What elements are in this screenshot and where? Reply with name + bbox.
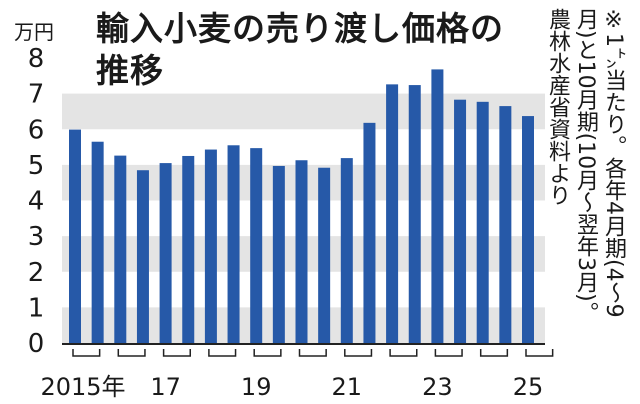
y-tick-label-5: 5 xyxy=(28,151,45,181)
y-tick-label-7: 7 xyxy=(28,80,45,110)
bar-20 xyxy=(522,116,534,343)
y-tick-label-0: 0 xyxy=(28,329,45,359)
bar-2 xyxy=(114,155,127,343)
x-tick-bracket-5 xyxy=(298,349,327,357)
x-tick-bracket-1 xyxy=(117,349,146,357)
bar-14 xyxy=(386,84,399,344)
x-tick-label-3: 21 xyxy=(332,373,363,401)
bar-3 xyxy=(136,170,149,343)
source-note-line2: 月)と10月期(10月〜翌年3月)。 xyxy=(573,8,598,324)
x-tick-bracket-8 xyxy=(434,349,463,357)
x-tick-bracket-7 xyxy=(389,349,418,357)
bar-4 xyxy=(159,163,172,343)
x-tick-bracket-0 xyxy=(72,349,101,357)
y-axis-unit: 万円 xyxy=(14,20,54,44)
source-note-line1: ※1㌧当たり。各年4月期(4〜9 xyxy=(601,8,626,318)
x-tick-bracket-9 xyxy=(479,349,509,357)
chart-title-line1: 輸入小麦の売り渡し価格の xyxy=(96,9,504,48)
bar-18 xyxy=(476,101,489,343)
bar-8 xyxy=(250,148,263,343)
bar-15 xyxy=(408,85,421,343)
source-note-line3: 農林水産省資料より xyxy=(545,8,570,206)
x-tick-bracket-4 xyxy=(253,349,282,357)
bar-9 xyxy=(272,165,285,343)
chart-title-line2: 推移 xyxy=(96,51,164,90)
grid-band-6 xyxy=(62,93,545,130)
bar-0 xyxy=(69,129,81,343)
bar-11 xyxy=(318,167,331,343)
bar-series xyxy=(69,69,534,344)
y-tick-labels: 0 1 2 3 4 5 6 7 8 xyxy=(28,44,45,359)
bar-6 xyxy=(204,149,217,343)
chart-title: 輸入小麦の売り渡し価格の 推移 xyxy=(96,8,504,92)
y-tick-label-8: 8 xyxy=(28,44,45,74)
x-tick-bracket-2 xyxy=(162,349,191,357)
bar-17 xyxy=(454,99,467,344)
x-tick-labels: 2015年 17 19 21 23 25 xyxy=(40,373,543,401)
x-tick-label-0: 2015年 xyxy=(40,373,125,401)
x-tick-label-4: 23 xyxy=(422,373,453,401)
chart-axes xyxy=(62,343,554,357)
x-tick-label-2: 19 xyxy=(241,373,272,401)
bar-19 xyxy=(499,106,512,343)
x-tick-bracket-6 xyxy=(344,349,373,357)
bar-1 xyxy=(91,141,104,343)
bar-13 xyxy=(363,122,376,344)
y-tick-label-1: 1 xyxy=(28,293,45,323)
x-tick-label-1: 17 xyxy=(150,373,181,401)
bar-7 xyxy=(227,145,240,343)
bar-5 xyxy=(182,155,195,343)
y-tick-label-4: 4 xyxy=(28,187,45,217)
y-tick-label-3: 3 xyxy=(28,222,45,252)
x-tick-bracket-10 xyxy=(525,349,554,357)
bar-10 xyxy=(295,160,308,343)
bar-12 xyxy=(340,158,353,343)
y-tick-label-2: 2 xyxy=(28,258,45,288)
bar-16 xyxy=(431,69,444,344)
x-tick-bracket-3 xyxy=(208,349,237,357)
y-tick-label-6: 6 xyxy=(28,115,45,145)
x-tick-label-5: 25 xyxy=(513,373,544,401)
